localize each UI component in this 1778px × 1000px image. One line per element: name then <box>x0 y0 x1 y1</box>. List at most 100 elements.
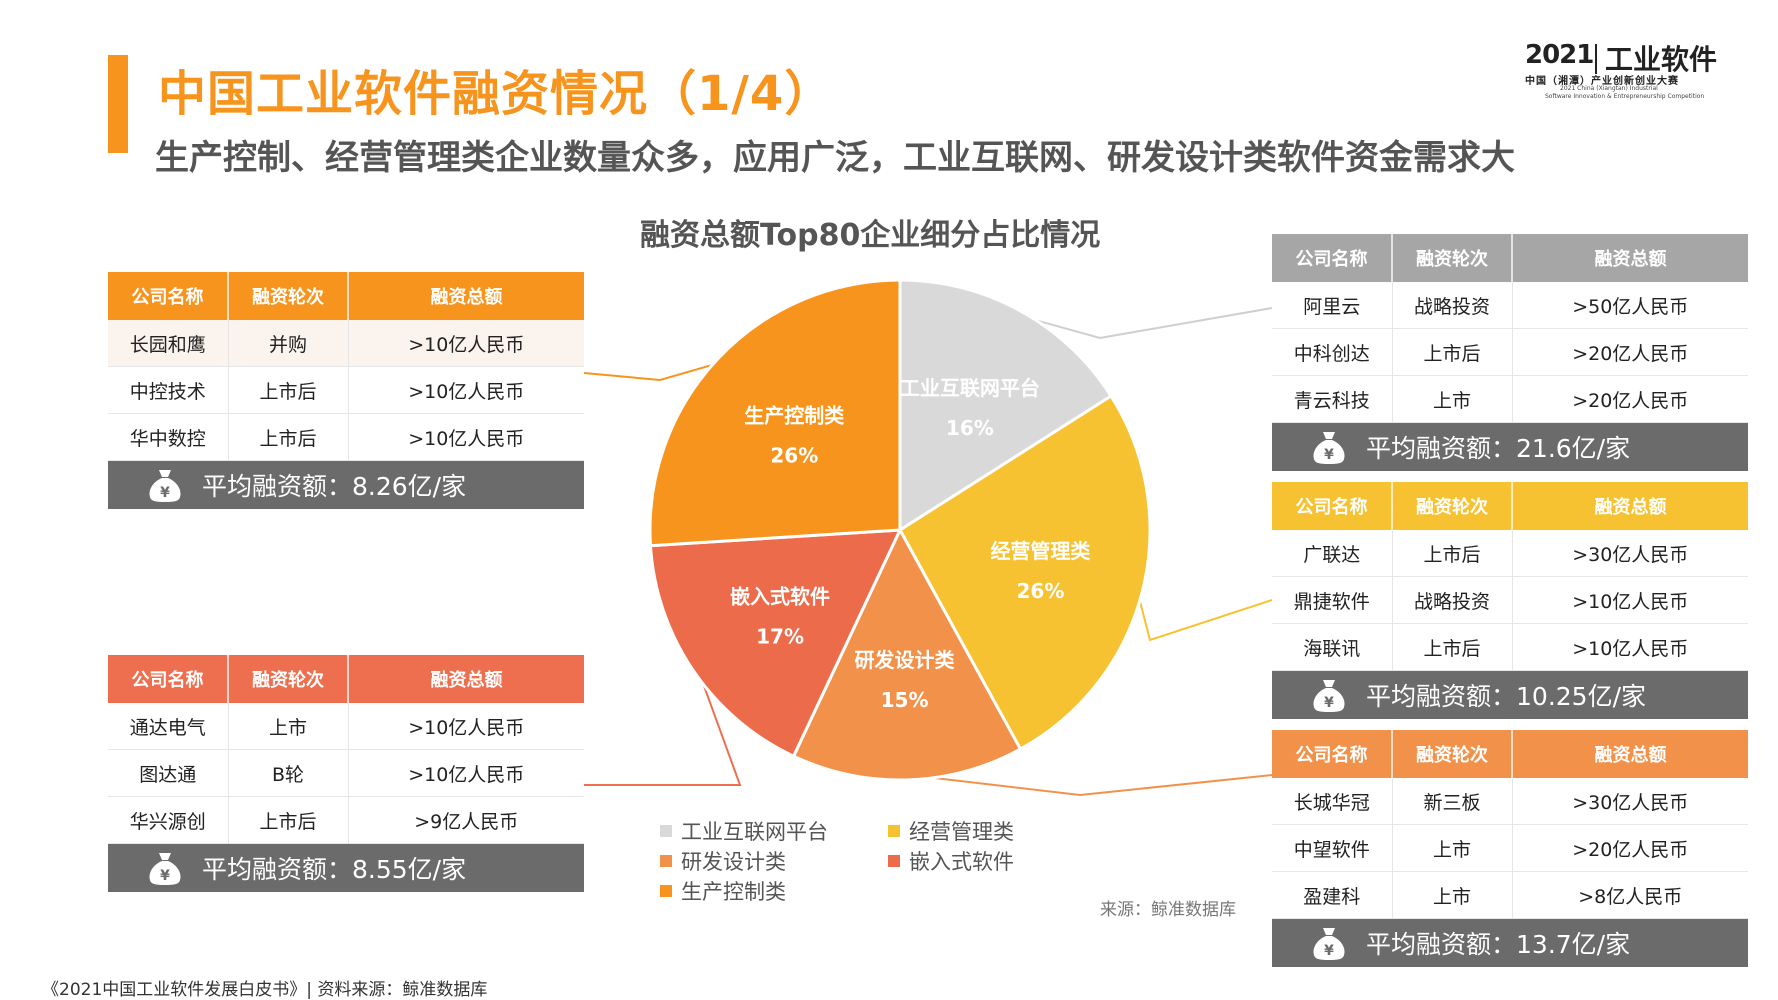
legend-label: 经营管理类 <box>909 820 1014 844</box>
slice-percent-label: 26% <box>1017 579 1065 603</box>
table-header-row: 公司名称 融资轮次 融资总额 <box>1272 730 1748 778</box>
column-header-company: 公司名称 <box>108 272 229 320</box>
company-name: 阿里云 <box>1272 282 1393 329</box>
svg-text:¥: ¥ <box>160 485 170 501</box>
table-row: 长园和鹰 并购 >10亿人民币 <box>108 320 584 367</box>
funding-round: 上市后 <box>1392 328 1513 376</box>
company-name: 长城华冠 <box>1272 778 1393 825</box>
table-header-row: 公司名称 融资轮次 融资总额 <box>108 655 584 703</box>
average-label: 平均融资额： <box>202 855 353 884</box>
legend-swatch <box>660 825 672 837</box>
average-cell: ¥ 平均融资额： 13.7亿/家 <box>1272 918 1748 967</box>
funding-amount: >10亿人民币 <box>348 366 584 414</box>
column-header-company: 公司名称 <box>1272 234 1393 282</box>
funding-round: 战略投资 <box>1392 576 1513 624</box>
leader-line <box>907 773 1273 797</box>
money-bag-icon: ¥ <box>1313 680 1345 712</box>
legend-swatch <box>888 825 900 837</box>
svg-text:¥: ¥ <box>1324 447 1334 463</box>
leader-lines <box>583 307 1273 797</box>
column-header-amount: 融资总额 <box>1594 249 1667 270</box>
competition-logo: 2021 工业软件 中国（湘潭）产业创新创业大赛 2021 China (Xia… <box>1525 40 1725 104</box>
rnd-design-table: 公司名称 融资轮次 融资总额 长城华冠 新三板 >30亿人民币 中望软件 上市 … <box>1272 730 1748 967</box>
company-name: 图达通 <box>108 749 229 797</box>
table-row: 阿里云 战略投资 >50亿人民币 <box>1272 282 1748 329</box>
table-row: 鼎捷软件 战略投资 >10亿人民币 <box>1272 576 1748 624</box>
average-row: ¥ 平均融资额： 8.26亿/家 <box>108 460 584 509</box>
funding-round: 上市 <box>228 703 349 750</box>
pie-slice <box>791 526 1023 782</box>
pie-slice <box>898 278 1114 533</box>
table-header-row: 公司名称 融资轮次 融资总额 <box>1272 482 1748 530</box>
table-row: 中望软件 上市 >20亿人民币 <box>1272 824 1748 872</box>
funding-amount: >10亿人民币 <box>348 703 584 750</box>
funding-round: 并购 <box>228 320 349 367</box>
company-name: 广联达 <box>1272 530 1393 577</box>
slice-category-label: 生产控制类 <box>744 404 844 428</box>
average-cell: ¥ 平均融资额： 8.26亿/家 <box>108 460 584 509</box>
average-label: 平均融资额： <box>1366 434 1517 463</box>
funding-amount: >10亿人民币 <box>1512 623 1748 671</box>
column-header-company: 公司名称 <box>1272 730 1393 778</box>
chart-title: 融资总额Top80企业细分占比情况 <box>640 218 1101 253</box>
logo-english-line-2: Software Innovation & Entrepreneurship C… <box>1545 93 1705 100</box>
company-name: 盈建科 <box>1272 871 1393 919</box>
logo-name: 工业软件 <box>1605 43 1718 76</box>
average-value: 10.25亿/家 <box>1516 682 1647 711</box>
business-management-table: 公司名称 融资轮次 融资总额 广联达 上市后 >30亿人民币 鼎捷软件 战略投资… <box>1272 482 1748 719</box>
money-bag-icon: ¥ <box>1313 432 1345 464</box>
average-label: 平均融资额： <box>1366 682 1517 711</box>
legend-label: 研发设计类 <box>681 850 786 874</box>
funding-round: 上市后 <box>1392 530 1513 577</box>
slice-labels: 工业互联网平台 16% 经营管理类 26% 研发设计类 15% 嵌入式软件 17% 生产控制类 2… <box>730 376 1090 712</box>
legend-swatch <box>660 885 672 897</box>
svg-text:¥: ¥ <box>1324 695 1334 711</box>
legend-item: 工业互联网平台 <box>660 816 828 846</box>
column-header-round: 融资轮次 <box>228 655 349 703</box>
table-row: 华兴源创 上市后 >9亿人民币 <box>108 796 584 844</box>
logo-english-line-1: 2021 China (Xiangtan) Industrial <box>1560 85 1658 92</box>
leader-line <box>1017 307 1273 340</box>
table-row: 中科创达 上市后 >20亿人民币 <box>1272 328 1748 376</box>
column-header-amount: 融资总额 <box>430 670 503 691</box>
leader-line <box>584 667 742 786</box>
company-name: 华中数控 <box>108 413 229 461</box>
slice-category-label: 嵌入式软件 <box>730 585 830 609</box>
funding-round: 上市后 <box>228 413 349 461</box>
funding-amount: >20亿人民币 <box>1512 375 1748 423</box>
table-row: 长城华冠 新三板 >30亿人民币 <box>1272 778 1748 825</box>
funding-round: 上市后 <box>228 366 349 414</box>
funding-amount: >30亿人民币 <box>1512 778 1748 825</box>
title-accent-bar <box>108 55 128 153</box>
slice-percent-label: 16% <box>946 416 994 440</box>
funding-amount: >8亿人民币 <box>1512 871 1748 919</box>
table-row: 海联讯 上市后 >10亿人民币 <box>1272 623 1748 671</box>
slice-percent-label: 15% <box>881 688 929 712</box>
funding-round: 战略投资 <box>1392 282 1513 329</box>
logo-year: 2021 <box>1525 40 1594 70</box>
industrial-internet-table: 公司名称 融资轮次 融资总额 阿里云 战略投资 >50亿人民币 中科创达 上市后… <box>1272 234 1748 471</box>
legend-item: 研发设计类 <box>660 846 786 876</box>
svg-text:¥: ¥ <box>160 868 170 884</box>
column-header-round: 融资轮次 <box>1392 730 1513 778</box>
money-bag-icon: ¥ <box>149 853 181 885</box>
column-header-company: 公司名称 <box>1272 482 1393 530</box>
funding-amount: >10亿人民币 <box>348 413 584 461</box>
legend-swatch <box>888 855 900 867</box>
funding-amount: >50亿人民币 <box>1512 282 1748 329</box>
legend-item: 经营管理类 <box>888 816 1014 846</box>
average-cell: ¥ 平均融资额： 21.6亿/家 <box>1272 422 1748 471</box>
table-row: 青云科技 上市 >20亿人民币 <box>1272 375 1748 423</box>
company-name: 中科创达 <box>1272 328 1393 376</box>
company-name: 鼎捷软件 <box>1272 576 1393 624</box>
average-row: ¥ 平均融资额： 13.7亿/家 <box>1272 918 1748 967</box>
funding-amount: >20亿人民币 <box>1512 328 1748 376</box>
logo-subtitle: 中国（湘潭）产业创新创业大赛 <box>1525 76 1679 87</box>
legend-item: 嵌入式软件 <box>888 846 1014 876</box>
average-label: 平均融资额： <box>1366 930 1517 959</box>
average-label: 平均融资额： <box>202 472 353 501</box>
funding-amount: >10亿人民币 <box>1512 576 1748 624</box>
average-value: 13.7亿/家 <box>1516 930 1631 959</box>
legend-label: 工业互联网平台 <box>681 820 828 844</box>
